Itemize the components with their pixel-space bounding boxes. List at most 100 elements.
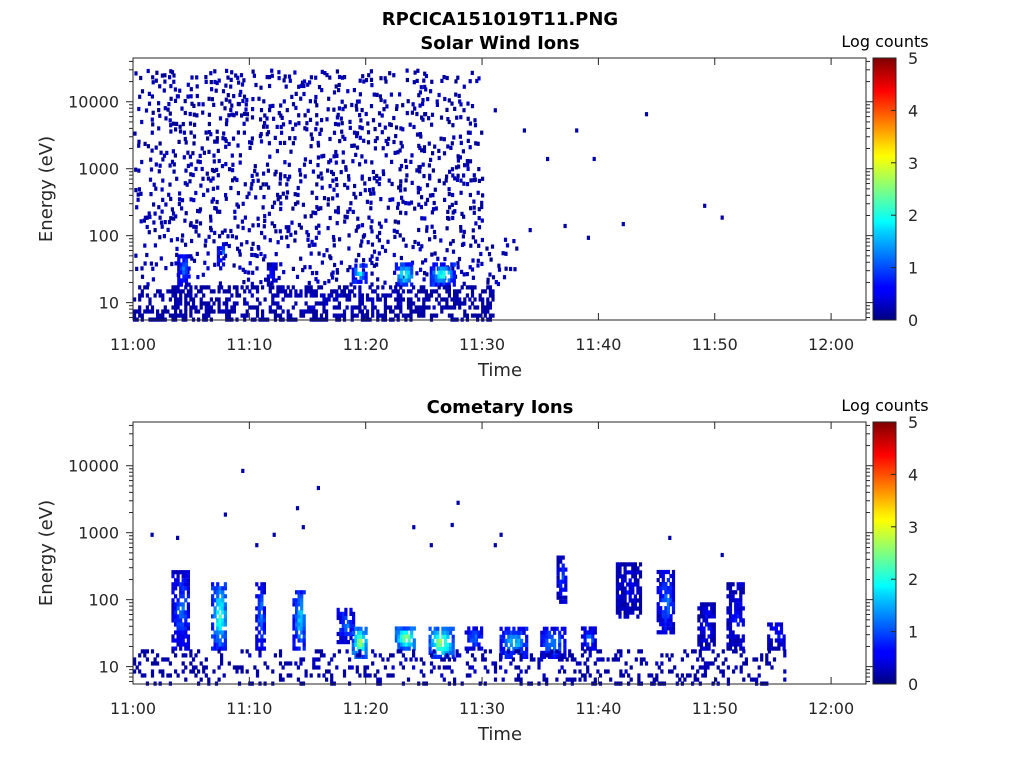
noise-cell [143, 215, 147, 220]
burst-cell [432, 278, 436, 283]
noise-cell [330, 169, 334, 175]
burst-cell [177, 278, 181, 283]
noise-cell [301, 268, 305, 273]
burst-cell [171, 610, 175, 615]
burst-cell [712, 610, 716, 615]
burst-cell [455, 653, 459, 658]
noise-cell [502, 275, 507, 280]
burst-cell [615, 574, 619, 579]
burst-cell [412, 285, 416, 290]
burst-cell [184, 282, 189, 287]
burst-cell [468, 673, 472, 678]
burst-cell [447, 305, 451, 310]
burst-cell [517, 673, 521, 678]
burst-cell [222, 673, 226, 678]
burst-cell [358, 285, 362, 290]
burst-cell [171, 574, 175, 579]
burst-cell [339, 627, 343, 633]
noise-cell [331, 196, 335, 201]
burst-cell [292, 646, 296, 651]
noise-cell [456, 173, 460, 178]
noise-cell [364, 111, 368, 117]
noise-cell [237, 102, 241, 107]
burst-cell [402, 642, 406, 647]
noise-cell [457, 164, 461, 169]
noise-cell [186, 150, 190, 155]
burst-cell [166, 657, 170, 662]
noise-cell [405, 173, 409, 178]
burst-cell [371, 649, 375, 654]
noise-cell [429, 157, 433, 162]
noise-cell [147, 91, 151, 96]
burst-cell [734, 642, 738, 647]
x-axis: 11:00 11:10 11:20 11:30 11:40 11:50 12:00 [110, 58, 854, 354]
noise-cell [424, 112, 428, 117]
burst-cell [302, 622, 306, 627]
burst-cell [309, 309, 313, 314]
burst-cell [731, 590, 735, 595]
burst-cell [731, 642, 735, 647]
burst-cell [176, 285, 180, 290]
burst-cell [354, 267, 358, 272]
burst-cell [661, 622, 665, 627]
burst-cell [216, 642, 220, 647]
burst-cell [216, 630, 220, 635]
y-tick-label: 10 [99, 294, 119, 313]
burst-cell [225, 305, 229, 310]
noise-cell [237, 80, 241, 85]
burst-cell [133, 309, 137, 314]
burst-cell [702, 602, 706, 607]
burst-cell [243, 297, 247, 302]
noise-cell [462, 181, 466, 186]
burst-cell [486, 285, 490, 290]
burst-cell [669, 626, 673, 631]
y-tick-label: 10000 [68, 93, 119, 112]
noise-cell [454, 79, 458, 84]
burst-cell [186, 301, 190, 306]
burst-cell [358, 649, 362, 654]
burst-cell [741, 638, 745, 643]
noise-cell [214, 88, 218, 93]
burst-cell [621, 574, 625, 579]
noise-cell [462, 241, 466, 246]
noise-cell [166, 107, 170, 112]
burst-cell [656, 614, 660, 619]
noise-cell [350, 143, 354, 148]
scatter-cell [586, 235, 590, 240]
burst-cell [230, 309, 234, 314]
noise-cell [276, 197, 280, 202]
burst-cell [710, 610, 714, 615]
burst-cell [171, 646, 175, 651]
burst-cell [312, 289, 316, 294]
burst-cell [553, 630, 557, 635]
burst-cell [197, 289, 201, 294]
burst-cell [337, 301, 341, 306]
burst-cell [618, 562, 622, 567]
burst-cell [299, 313, 303, 318]
burst-cell [295, 618, 299, 623]
burst-cell [278, 305, 283, 310]
noise-cell [276, 240, 280, 245]
burst-cell [452, 278, 456, 283]
burst-cell [631, 606, 635, 611]
noise-cell [186, 94, 190, 99]
burst-cell [406, 305, 411, 310]
noise-cell [420, 244, 424, 249]
noise-cell [442, 137, 446, 142]
noise-cell [204, 238, 208, 243]
burst-cell [179, 313, 183, 318]
burst-cell [394, 313, 398, 318]
burst-cell [260, 602, 264, 607]
burst-cell [493, 665, 498, 670]
burst-cell [216, 626, 220, 631]
burst-cell [405, 282, 409, 287]
burst-cell [636, 582, 640, 587]
noise-cell [416, 185, 420, 190]
noise-cell [322, 253, 326, 258]
noise-cell [189, 162, 193, 167]
burst-cell [615, 606, 619, 611]
burst-cell [736, 610, 740, 615]
scatter-cell [241, 468, 245, 473]
burst-cell [559, 591, 563, 596]
